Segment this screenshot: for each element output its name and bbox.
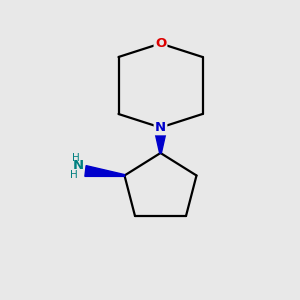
- Text: H: H: [70, 170, 77, 180]
- Polygon shape: [85, 166, 124, 176]
- Text: H: H: [72, 153, 80, 163]
- Text: O: O: [155, 37, 166, 50]
- Text: N: N: [155, 121, 166, 134]
- Text: N: N: [73, 159, 84, 172]
- Polygon shape: [155, 133, 166, 153]
